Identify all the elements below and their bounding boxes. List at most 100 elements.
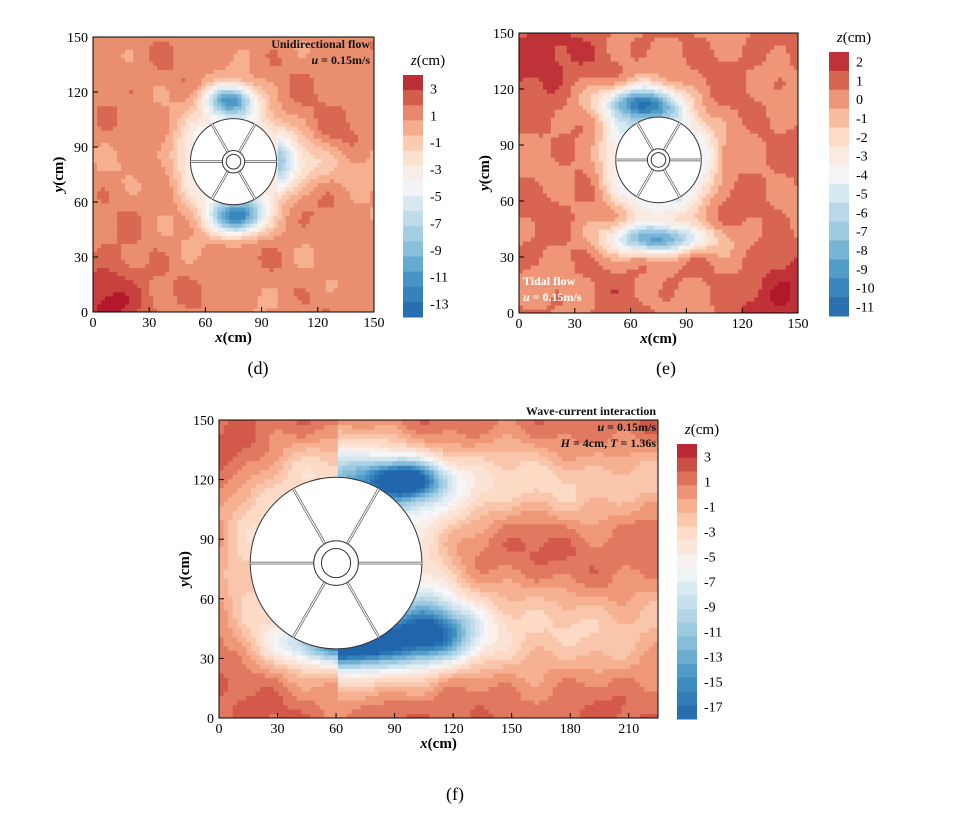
field-cell	[141, 77, 146, 83]
field-cell	[109, 37, 114, 42]
field-cell	[185, 303, 190, 309]
field-cell	[281, 69, 287, 74]
field-cell	[213, 105, 219, 111]
field-cell	[141, 295, 146, 301]
field-cell	[153, 206, 158, 212]
field-cell	[137, 150, 142, 155]
field-cell	[341, 255, 347, 261]
field-cell	[205, 101, 211, 107]
field-cell	[293, 198, 299, 204]
field-cell	[165, 77, 170, 83]
field-cell	[261, 267, 267, 273]
field-cell	[153, 239, 158, 244]
field-cell	[145, 41, 150, 46]
field-cell	[349, 170, 355, 176]
field-cell	[289, 41, 295, 46]
field-cell	[305, 89, 311, 95]
field-cell	[301, 178, 307, 184]
field-cell	[349, 61, 355, 66]
field-cell	[193, 259, 198, 265]
field-cell	[165, 259, 170, 265]
field-cell	[273, 307, 279, 312]
field-cell	[285, 279, 291, 285]
field-cell	[141, 227, 146, 232]
field-cell	[205, 283, 211, 289]
field-cell	[105, 210, 110, 216]
field-cell	[265, 279, 271, 285]
field-cell	[333, 214, 339, 220]
field-cell	[121, 150, 126, 155]
field-cell	[261, 105, 267, 111]
field-cell	[293, 53, 299, 58]
field-cell	[93, 206, 98, 212]
field-cell	[329, 259, 335, 265]
field-cell	[181, 134, 186, 139]
field-cell	[297, 178, 303, 184]
field-cell	[229, 283, 235, 289]
field-cell	[361, 182, 367, 188]
field-cell	[173, 275, 178, 281]
field-cell	[353, 247, 359, 252]
field-cell	[281, 271, 287, 277]
field-cell	[297, 174, 303, 180]
field-cell	[109, 134, 114, 139]
field-cell	[313, 105, 319, 111]
field-cell	[157, 210, 162, 216]
field-cell	[93, 154, 98, 159]
field-cell	[297, 303, 303, 309]
field-cell	[169, 227, 174, 232]
field-cell	[229, 77, 235, 83]
field-cell	[341, 303, 347, 309]
field-cell	[309, 235, 315, 240]
field-cell	[317, 61, 323, 66]
field-cell	[329, 235, 335, 240]
field-cell	[249, 287, 255, 293]
field-cell	[293, 227, 299, 232]
field-cell	[225, 303, 231, 309]
field-cell	[353, 49, 359, 54]
field-cell	[173, 247, 178, 252]
field-cell	[237, 61, 243, 66]
field-cell	[289, 97, 295, 103]
field-cell	[349, 150, 355, 155]
field-cell	[269, 227, 275, 232]
field-cell	[113, 69, 118, 74]
field-cell	[297, 117, 303, 123]
field-cell	[333, 283, 339, 289]
field-cell	[321, 61, 327, 66]
field-cell	[361, 89, 367, 95]
field-cell	[361, 166, 367, 172]
field-cell	[309, 255, 315, 261]
field-cell	[133, 81, 138, 87]
field-cell	[265, 243, 271, 248]
field-cell	[519, 141, 524, 146]
field-cell	[353, 214, 359, 220]
field-cell	[277, 113, 283, 119]
field-cell	[337, 69, 343, 74]
field-cell	[293, 239, 299, 244]
field-cell	[173, 138, 178, 143]
field-cell	[177, 299, 182, 305]
field-cell	[213, 223, 219, 228]
field-cell	[205, 89, 211, 95]
field-cell	[169, 49, 174, 54]
field-cell	[105, 77, 110, 83]
field-cell	[157, 202, 162, 208]
field-cell	[317, 198, 323, 204]
field-cell	[317, 239, 323, 244]
field-cell	[313, 275, 319, 281]
field-cell	[365, 89, 371, 95]
field-cell	[249, 69, 255, 74]
field-cell	[209, 235, 215, 240]
field-cell	[165, 279, 170, 285]
field-cell	[341, 138, 347, 143]
field-cell	[117, 101, 122, 107]
field-cell	[185, 239, 190, 244]
field-cell	[341, 61, 347, 66]
field-cell	[201, 267, 206, 273]
field-cell	[237, 275, 243, 281]
field-cell	[145, 93, 150, 99]
field-cell	[173, 263, 178, 269]
field-cell	[161, 247, 166, 252]
field-cell	[141, 210, 146, 216]
